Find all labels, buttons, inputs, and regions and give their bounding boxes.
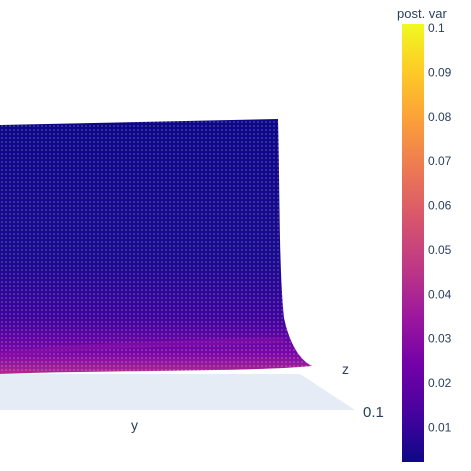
colorbar-tick-label: 0.09 bbox=[428, 65, 452, 79]
y-axis-title: y bbox=[131, 417, 138, 433]
colorbar-gradient bbox=[402, 24, 424, 462]
surface-dot-texture bbox=[0, 119, 312, 374]
colorbar-title: post. var bbox=[397, 6, 448, 21]
colorbar-tick-label: 0.07 bbox=[428, 154, 452, 168]
colorbar-tick-label: 0.1 bbox=[428, 21, 445, 35]
colorbar-tick-label: 0.05 bbox=[428, 243, 452, 257]
colorbar-tick-label: 0.08 bbox=[428, 110, 452, 124]
floor-plane bbox=[0, 374, 355, 410]
z-tick-label: 0.1 bbox=[363, 404, 384, 421]
colorbar-ticks: 0.1 0.09 0.08 0.07 0.06 0.05 0.04 0.03 0.02 0.01 bbox=[428, 21, 452, 435]
colorbar-tick-label: 0.03 bbox=[428, 332, 452, 346]
colorbar-tick-label: 0.04 bbox=[428, 287, 452, 301]
colorbar-tick-label: 0.02 bbox=[428, 376, 452, 390]
z-axis-title: z bbox=[342, 361, 349, 377]
colorbar-tick-label: 0.01 bbox=[428, 421, 452, 435]
tick-mask bbox=[387, 400, 401, 422]
colorbar-tick-label: 0.06 bbox=[428, 199, 452, 213]
surface-front-edge bbox=[0, 337, 285, 358]
